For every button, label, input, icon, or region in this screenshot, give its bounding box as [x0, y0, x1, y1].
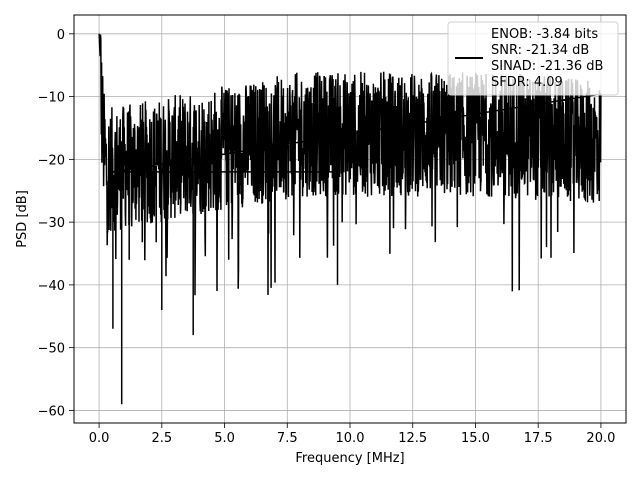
y-tick-label: 0	[57, 28, 65, 43]
x-tick-label: 2.5	[151, 431, 172, 446]
x-tick-label: 15.0	[461, 431, 490, 446]
x-tick-label: 20.0	[586, 431, 615, 446]
y-tick-label: −10	[38, 91, 65, 106]
y-tick-label: −40	[38, 279, 65, 294]
y-tick-label: −20	[38, 153, 65, 168]
y-axis-title: PSD [dB]	[15, 190, 30, 248]
x-axis: 0.0 2.5 5.0 7.5 10.0 12.5 15.0 17.5 20.0	[89, 423, 615, 446]
y-tick-label: −50	[38, 342, 65, 357]
x-tick-label: 10.0	[336, 431, 365, 446]
legend-box	[447, 21, 619, 96]
series-line	[98, 33, 602, 405]
x-tick-label: 7.5	[277, 431, 298, 446]
legend-line-snr: SNR: -21.34 dB	[491, 43, 589, 58]
y-tick-label: −60	[38, 404, 65, 419]
x-axis-title: Frequency [MHz]	[295, 451, 404, 466]
legend-line-enob: ENOB: -3.84 bits	[491, 27, 598, 42]
x-tick-label: 0.0	[89, 431, 110, 446]
x-tick-label: 12.5	[398, 431, 427, 446]
legend-line-sfdr: SFDR: 4.09	[491, 75, 563, 90]
legend: ENOB: -3.84 bits SNR: -21.34 dB SINAD: -…	[447, 21, 619, 96]
y-axis: 0 −10 −20 −30 −40 −50 −60	[38, 28, 74, 419]
x-tick-label: 17.5	[524, 431, 553, 446]
legend-line-sinad: SINAD: -21.36 dB	[491, 59, 603, 74]
x-tick-label: 5.0	[214, 431, 235, 446]
y-tick-label: −30	[38, 216, 65, 231]
